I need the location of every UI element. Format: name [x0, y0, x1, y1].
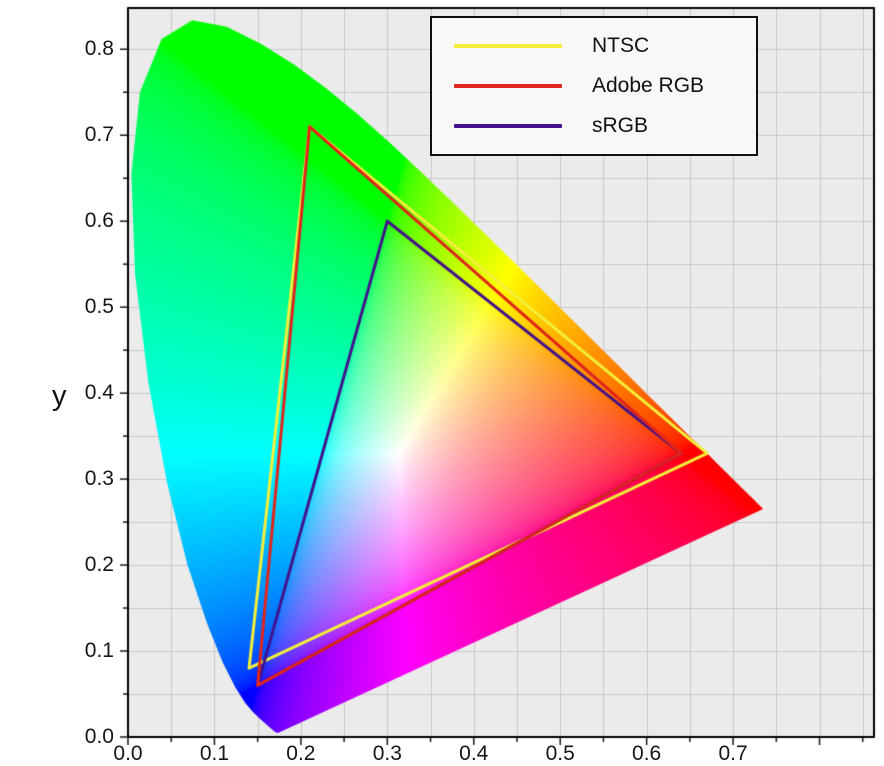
legend-entry-srgb: sRGB [454, 114, 756, 138]
legend-label-ntsc: NTSC [592, 34, 650, 57]
legend-swatch-ntsc [454, 44, 562, 48]
legend-entry-adobe-rgb: Adobe RGB [454, 74, 756, 98]
y-axis-title: y [52, 380, 67, 412]
legend: NTSC Adobe RGB sRGB [430, 16, 758, 156]
legend-label-srgb: sRGB [592, 114, 649, 137]
legend-label-adobe-rgb: Adobe RGB [592, 74, 705, 97]
legend-swatch-srgb [454, 124, 562, 128]
legend-entry-ntsc: NTSC [454, 34, 756, 58]
legend-swatch-adobe-rgb [454, 84, 562, 88]
